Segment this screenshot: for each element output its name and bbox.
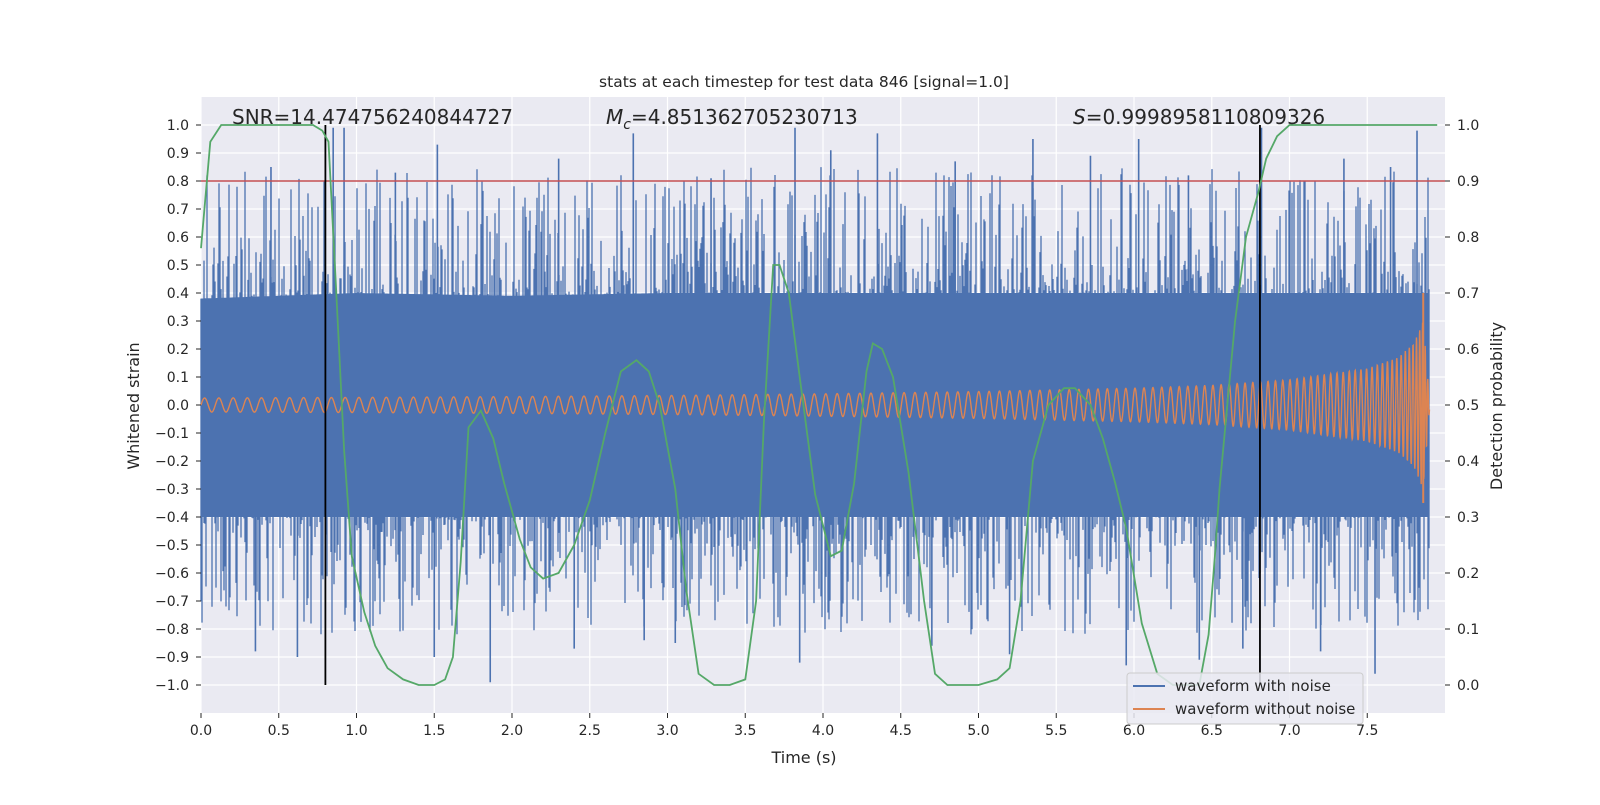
- x-tick-label: 5.5: [1045, 723, 1067, 739]
- y-tick-label: −0.4: [155, 510, 189, 526]
- y-axis-label: Whitened strain: [124, 342, 143, 469]
- y-tick-label: 0.2: [167, 342, 189, 358]
- x-tick-label: 1.5: [423, 723, 445, 739]
- y-tick-label: −0.1: [155, 426, 189, 442]
- chirp-mass-subscript: c: [623, 117, 631, 133]
- x-tick-label: 4.5: [890, 723, 912, 739]
- score-value: =0.9998958110809326: [1086, 105, 1325, 129]
- chirp-mass-symbol: M: [606, 105, 623, 129]
- y2-tick-label: 1.0: [1457, 118, 1479, 134]
- legend-label-clean: waveform without noise: [1175, 700, 1355, 718]
- y2-tick-label: 0.3: [1457, 510, 1479, 526]
- x-tick-label: 5.0: [967, 723, 989, 739]
- y-tick-label: −0.8: [155, 622, 189, 638]
- noisy-waveform-band: [201, 298, 1430, 517]
- reference-lines: [201, 125, 1445, 685]
- x-tick-label: 7.0: [1278, 723, 1300, 739]
- y2-tick-label: 0.2: [1457, 566, 1479, 582]
- x-tick-label: 3.0: [656, 723, 678, 739]
- snr-annotation: SNR=14.474756240844727: [232, 105, 513, 129]
- x-tick-label: 4.0: [812, 723, 834, 739]
- y-tick-label: −0.9: [155, 650, 189, 666]
- y-tick-label: −0.2: [155, 454, 189, 470]
- x-tick-label: 1.0: [345, 723, 367, 739]
- y-tick-label: −0.5: [155, 538, 189, 554]
- y-tick-label: 0.1: [167, 370, 189, 386]
- y2-tick-label: 0.5: [1457, 398, 1479, 414]
- y2-tick-label: 0.1: [1457, 622, 1479, 638]
- x-tick-label: 0.0: [190, 723, 212, 739]
- x-tick-label: 0.5: [268, 723, 290, 739]
- y2-tick-label: 0.9: [1457, 174, 1479, 190]
- x-tick-label: 2.0: [501, 723, 523, 739]
- score-symbol: S: [1073, 105, 1086, 129]
- y-tick-label: 0.6: [167, 230, 189, 246]
- y2-tick-label: 0.8: [1457, 230, 1479, 246]
- y-tick-label: 0.8: [167, 174, 189, 190]
- y2-tick-label: 0.7: [1457, 286, 1479, 302]
- y-tick-label: 0.0: [167, 398, 189, 414]
- chart-title: stats at each timestep for test data 846…: [599, 73, 1009, 91]
- chirp-mass-annotation: Mc=4.851362705230713: [606, 105, 858, 133]
- y-tick-label: 0.4: [167, 286, 189, 302]
- y-tick-label: −0.3: [155, 482, 189, 498]
- x-axis-label: Time (s): [770, 748, 836, 767]
- score-annotation: S=0.9998958110809326: [1073, 105, 1325, 129]
- y2-axis-label: Detection probability: [1487, 322, 1506, 490]
- x-tick-label: 7.5: [1356, 723, 1378, 739]
- y-tick-label: 0.3: [167, 314, 189, 330]
- legend-box: [1126, 672, 1364, 725]
- y-tick-label: −1.0: [155, 678, 189, 694]
- legend-label-noisy: waveform with noise: [1175, 677, 1331, 695]
- axis-ticks: 0.0 0.5 1.0 1.5 2.0 2.5 3.0 3.5 4.0 4.5 5.0 5.5 6.0 6…: [155, 118, 1479, 739]
- noisy-waveform-series: [200, 127, 1430, 683]
- x-tick-label: 6.0: [1123, 723, 1145, 739]
- x-tick-label: 3.5: [734, 723, 756, 739]
- y-tick-label: 0.7: [167, 202, 189, 218]
- y2-tick-label: 0.6: [1457, 342, 1479, 358]
- y-tick-label: −0.7: [155, 594, 189, 610]
- x-tick-label: 2.5: [579, 723, 601, 739]
- y2-tick-label: 0.0: [1457, 678, 1479, 694]
- y-tick-label: 1.0: [167, 118, 189, 134]
- y-tick-label: 0.9: [167, 146, 189, 162]
- y-tick-label: 0.5: [167, 258, 189, 274]
- chirp-mass-value: =4.851362705230713: [631, 105, 858, 129]
- legend: waveform with noise waveform without noi…: [1126, 672, 1364, 725]
- y2-tick-label: 0.4: [1457, 454, 1479, 470]
- x-tick-label: 6.5: [1201, 723, 1223, 739]
- y-tick-label: −0.6: [155, 566, 189, 582]
